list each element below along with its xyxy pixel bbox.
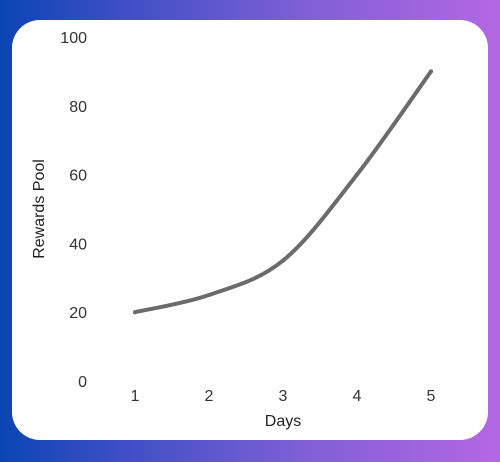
y-axis-ticks: 0 20 40 60 80 100 bbox=[60, 30, 87, 391]
data-point bbox=[281, 258, 285, 263]
data-point bbox=[133, 310, 137, 315]
y-tick-label: 20 bbox=[69, 305, 87, 322]
y-tick-label: 0 bbox=[78, 374, 87, 391]
x-tick-label: 4 bbox=[353, 388, 362, 405]
y-axis-label: Rewards Pool bbox=[31, 159, 48, 259]
series-line-0 bbox=[133, 69, 433, 315]
x-tick-label: 2 bbox=[205, 388, 214, 405]
data-point bbox=[429, 69, 433, 74]
x-tick-label: 1 bbox=[131, 388, 140, 405]
x-tick-label: 3 bbox=[279, 388, 288, 405]
y-tick-label: 60 bbox=[69, 168, 87, 185]
data-point bbox=[207, 293, 211, 297]
x-axis-label: Days bbox=[265, 413, 301, 430]
chart-card bbox=[12, 20, 488, 440]
x-tick-label: 5 bbox=[427, 388, 436, 405]
y-tick-label: 100 bbox=[60, 30, 87, 47]
series-group bbox=[133, 69, 433, 315]
y-tick-label: 40 bbox=[69, 236, 87, 253]
x-axis-ticks: 1 2 3 4 5 bbox=[131, 388, 436, 405]
data-point bbox=[355, 172, 359, 177]
y-tick-label: 80 bbox=[69, 99, 87, 116]
